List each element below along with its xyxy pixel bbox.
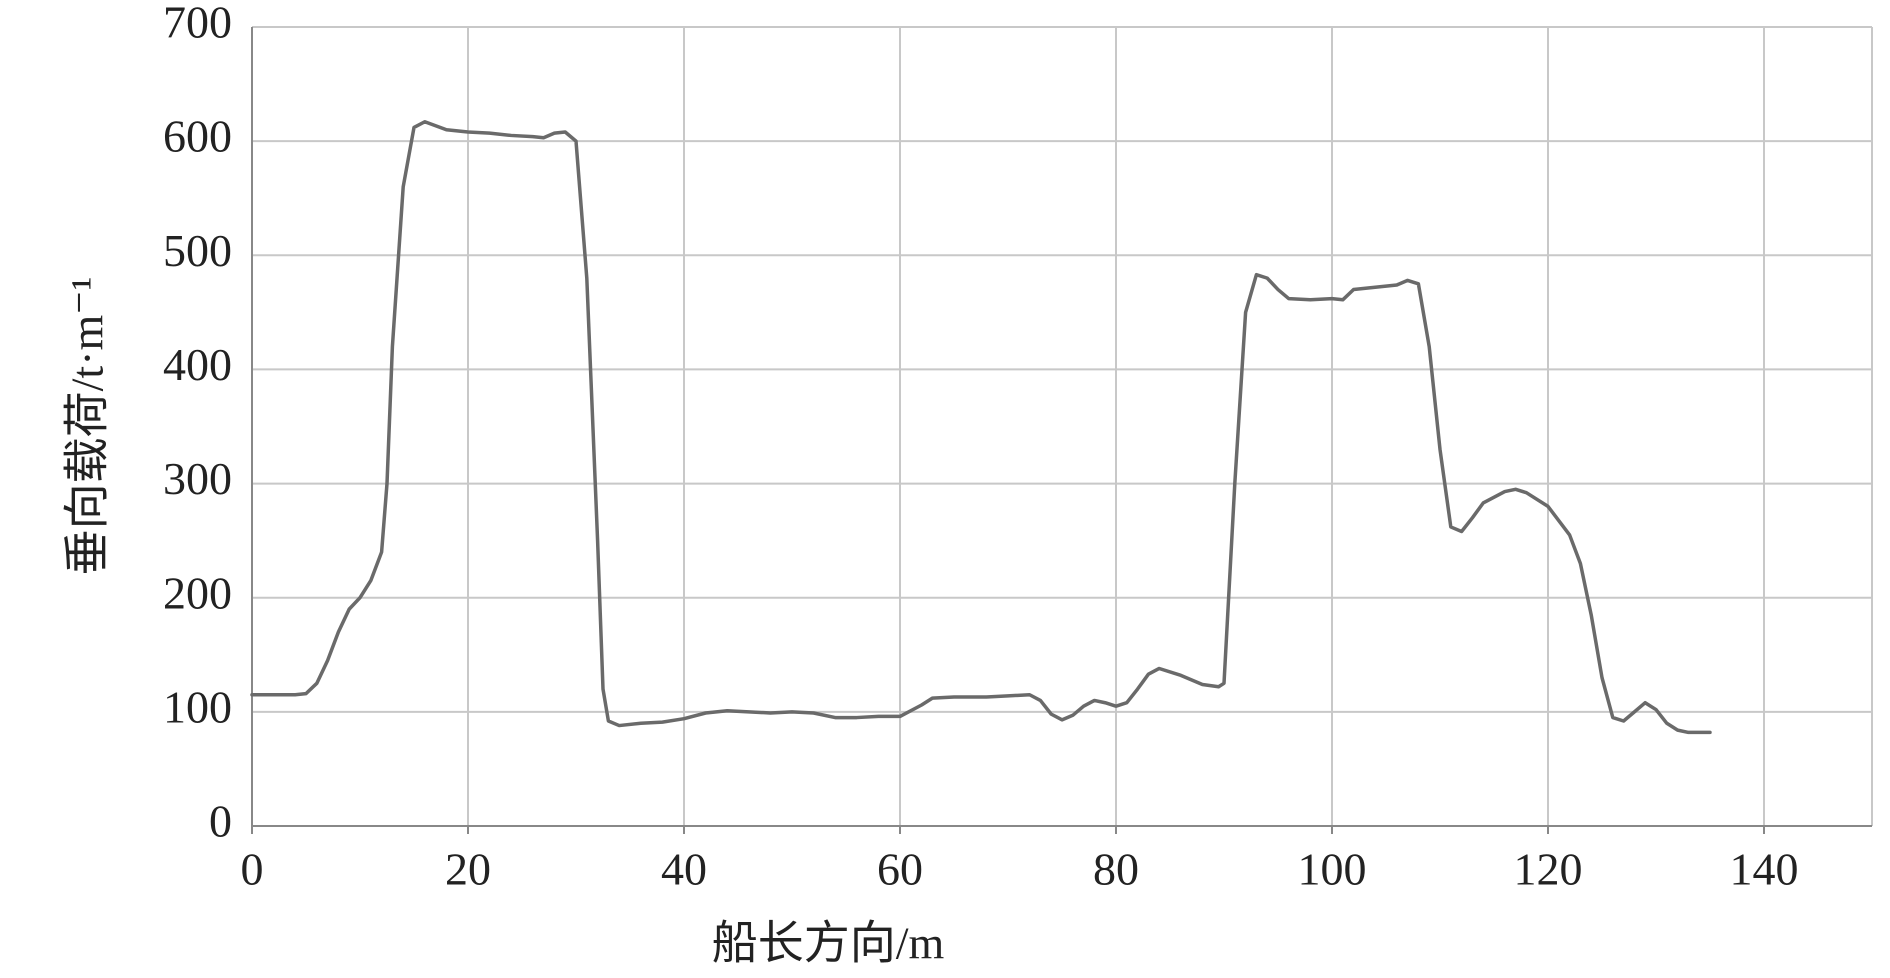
x-tick-label: 40 — [661, 844, 707, 895]
x-tick-label: 20 — [445, 844, 491, 895]
x-tick-label: 100 — [1298, 844, 1367, 895]
data-line — [250, 119, 1712, 735]
x-tick-label: 60 — [877, 844, 923, 895]
x-tick-label: 0 — [241, 844, 264, 895]
x-axis-label: 船长方向/m — [712, 918, 945, 969]
y-tick-label: 200 — [163, 567, 232, 618]
y-axis-label: 垂向载荷/t·m⁻¹ — [62, 277, 113, 576]
x-tick-label: 140 — [1730, 844, 1799, 895]
y-tick-label: 400 — [163, 339, 232, 390]
y-tick-label: 700 — [163, 0, 232, 48]
y-tick-label: 300 — [163, 453, 232, 504]
y-tick-label: 0 — [209, 796, 232, 847]
x-tick-label: 80 — [1093, 844, 1139, 895]
x-tick-label: 120 — [1514, 844, 1583, 895]
y-tick-label: 600 — [163, 111, 232, 162]
y-tick-label: 100 — [163, 681, 232, 732]
y-tick-label: 500 — [163, 225, 232, 276]
